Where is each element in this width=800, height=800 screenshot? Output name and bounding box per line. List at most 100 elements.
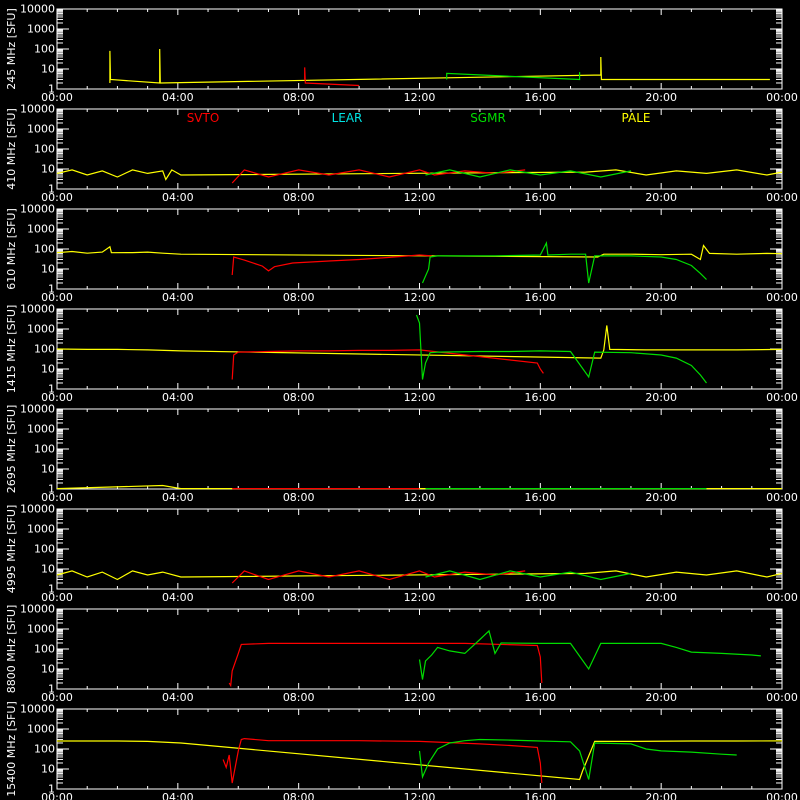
x-tick-label: 04:00 [162,391,194,404]
series-svto [304,67,360,87]
x-tick-label: 12:00 [404,591,436,604]
x-tick-label: 04:00 [162,191,194,204]
x-tick-label: 00:00 [766,491,798,504]
y-tick-label: 1000 [27,523,55,536]
x-tick-label: 04:00 [162,91,194,104]
y-tick-label: 10000 [20,3,55,16]
y-tick-label: 1000 [27,123,55,136]
x-tick-label: 00:00 [766,191,798,204]
series-svto [231,570,526,584]
y-tick-label: 1 [48,183,55,196]
y-tick-label: 1000 [27,223,55,236]
x-tick-label: 00:00 [766,291,798,304]
y-tick-label: 10000 [20,703,55,716]
panel-2695-mhz: 1 10 100 1000 10000 00:00 04:00 08:00 12:00 16:00… [5,403,798,505]
x-tick-label: 04:00 [162,291,194,304]
y-tick-label: 100 [34,543,55,556]
x-tick-label: 00:00 [41,691,73,704]
y-tick-label: 10 [41,263,55,276]
series-pale [56,244,783,261]
y-tick-label: 1000 [27,23,55,36]
panel-410-mhz: 1 10 100 1000 10000 00:00 04:00 08:00 12:00 16:00… [5,103,798,205]
x-tick-label: 12:00 [404,291,436,304]
y-tick-label: 10000 [20,503,55,516]
legend-entry-lear: LEAR [332,111,363,125]
x-tick-label: 16:00 [524,391,556,404]
series-sgmr [446,72,581,81]
x-tick-label: 08:00 [283,191,315,204]
x-tick-label: 20:00 [645,791,677,800]
legend-entry-pale: PALE [622,111,651,125]
panel-1415-mhz: 1 10 100 1000 10000 00:00 04:00 08:00 12:00 16:00… [5,303,798,405]
series-svto [228,642,543,688]
y-tick-label: 10 [41,363,55,376]
panel-8800-mhz: 1 10 100 1000 10000 00:00 04:00 08:00 12:00 16:00… [5,603,798,705]
y-tick-label: 10 [41,163,55,176]
series-pale [57,740,783,781]
plot-frame [56,708,783,790]
y-tick-label: 100 [34,143,55,156]
y-tick-label: 10000 [20,603,55,616]
series-sgmr [425,169,632,178]
panel-4995-mhz: 1 10 100 1000 10000 00:00 04:00 08:00 12:00 16:00… [5,503,798,605]
y-tick-label: 10000 [20,303,55,316]
y-tick-label: 1 [48,583,55,596]
panel-15400-mhz: 1 10 100 1000 10000 00:00 04:00 08:00 12:00 16:00… [5,701,798,800]
series-sgmr [418,629,761,680]
series-sgmr [421,240,707,284]
x-tick-label: 08:00 [283,291,315,304]
plot-frame [56,408,783,490]
x-tick-label: 00:00 [41,791,73,800]
x-tick-label: 16:00 [524,791,556,800]
x-tick-label: 12:00 [404,491,436,504]
y-tick-label: 100 [34,243,55,256]
y-tick-label: 10000 [20,403,55,416]
x-tick-label: 04:00 [162,791,194,800]
y-tick-label: 10 [41,763,55,776]
x-tick-label: 20:00 [645,191,677,204]
plot-frame [56,8,783,90]
y-tick-label: 100 [34,43,55,56]
x-tick-label: 04:00 [162,691,194,704]
y-tick-label: 1000 [27,623,55,636]
plot-frame [56,508,783,590]
x-tick-label: 12:00 [404,91,436,104]
y-tick-label: 1 [48,283,55,296]
x-tick-label: 00:00 [41,291,73,304]
x-tick-label: 20:00 [645,91,677,104]
x-tick-label: 00:00 [41,91,73,104]
series-svto [231,169,526,184]
x-tick-label: 20:00 [645,391,677,404]
x-tick-label: 16:00 [524,291,556,304]
x-tick-label: 20:00 [645,491,677,504]
y-axis-label: 15400 MHz [SFU] [5,701,18,796]
y-tick-label: 10 [41,63,55,76]
y-axis-label: 1415 MHz [SFU] [5,305,18,393]
y-tick-label: 1000 [27,323,55,336]
panel-245-mhz: 1 10 100 1000 10000 00:00 04:00 08:00 12:00 16:00… [5,3,798,105]
y-tick-label: 10 [41,563,55,576]
x-tick-label: 16:00 [524,691,556,704]
y-tick-label: 10 [41,663,55,676]
y-axis-label: 245 MHz [SFU] [5,8,18,89]
x-tick-label: 08:00 [283,691,315,704]
series-svto [231,349,544,380]
x-tick-label: 16:00 [524,491,556,504]
x-tick-label: 00:00 [766,591,798,604]
x-tick-label: 08:00 [283,91,315,104]
x-tick-label: 00:00 [766,391,798,404]
y-tick-label: 1 [48,783,55,796]
y-tick-label: 1 [48,383,55,396]
x-tick-label: 16:00 [524,191,556,204]
y-axis-label: 4995 MHz [SFU] [5,505,18,593]
plot-frame [56,308,783,390]
series-sgmr [418,738,737,780]
series-svto [231,254,432,276]
x-tick-label: 00:00 [41,191,73,204]
x-tick-label: 20:00 [645,691,677,704]
x-tick-label: 04:00 [162,591,194,604]
y-axis-label: 8800 MHz [SFU] [5,605,18,693]
y-tick-label: 100 [34,743,55,756]
plot-frame [56,208,783,290]
